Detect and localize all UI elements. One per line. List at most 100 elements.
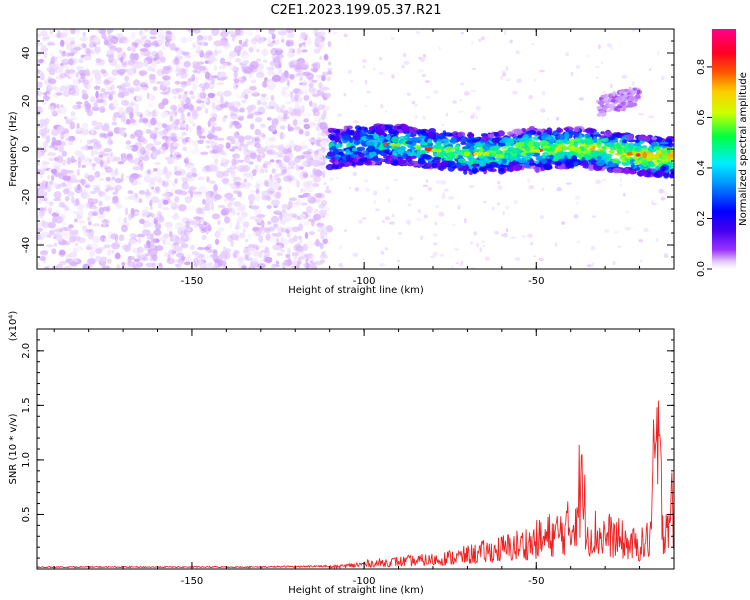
heatmap-cell (245, 238, 249, 243)
heatmap-cell (190, 95, 196, 100)
heatmap-cell (596, 105, 603, 110)
heatmap-cell (95, 90, 99, 99)
heatmap-cell (144, 59, 149, 68)
heatmap-cell (149, 206, 153, 210)
heatmap-cell (473, 231, 478, 236)
heatmap-cell (231, 210, 236, 215)
heatmap-cell (176, 252, 184, 258)
heatmap-cell (140, 86, 149, 91)
heatmap-cell (256, 146, 266, 154)
heatmap-cell (391, 136, 400, 143)
heatmap-cell (364, 160, 373, 166)
heatmap-cell (573, 214, 579, 219)
heatmap-cell (127, 46, 132, 52)
heatmap-cell (278, 172, 283, 176)
heatmap-cell (169, 236, 174, 243)
heatmap-cell (312, 102, 318, 109)
top-y-axis-label: Frequency (Hz) (8, 111, 19, 187)
heatmap-cell (327, 41, 332, 48)
heatmap-cell (563, 127, 570, 131)
heatmap-cell (210, 108, 218, 116)
heatmap-cell (220, 57, 226, 65)
heatmap-cell (78, 58, 84, 64)
heatmap-cell (303, 262, 311, 269)
heatmap-cell (121, 61, 128, 66)
heatmap-cell (261, 229, 266, 238)
heatmap-cell (539, 215, 544, 219)
heatmap-cell (251, 136, 257, 143)
heatmap-cell (513, 164, 522, 172)
heatmap-cell (107, 139, 113, 146)
heatmap-cell (265, 139, 274, 146)
heatmap-cell (533, 141, 541, 147)
heatmap-cell (351, 161, 356, 167)
heatmap-cell (471, 167, 478, 174)
heatmap-cell (223, 115, 228, 119)
heatmap-cell (116, 33, 124, 38)
heatmap-cell (256, 251, 265, 259)
heatmap-cell (609, 45, 613, 50)
heatmap-cell (175, 88, 184, 93)
heatmap-cell (54, 139, 62, 146)
heatmap-cell (189, 90, 194, 95)
heatmap-cell (260, 123, 266, 128)
heatmap-cell (249, 85, 257, 91)
heatmap-cell (276, 252, 283, 257)
heatmap-cell (333, 149, 339, 155)
heatmap-cell (150, 196, 160, 204)
heatmap-cell (248, 265, 256, 269)
heatmap-cell (148, 180, 155, 189)
heatmap-cell (296, 106, 303, 110)
heatmap-cell (151, 95, 156, 101)
heatmap-cell (503, 233, 508, 238)
heatmap-cell (41, 128, 50, 134)
heatmap-cell (238, 206, 244, 212)
heatmap-cell (206, 145, 211, 149)
heatmap-cell (69, 261, 78, 267)
heatmap-cell (261, 101, 268, 106)
heatmap-cell (476, 152, 483, 156)
heatmap-cell (42, 51, 48, 59)
heatmap-cell (37, 183, 44, 188)
heatmap-cell (124, 39, 131, 44)
heatmap-cell (187, 29, 196, 33)
heatmap-cell (322, 71, 329, 77)
heatmap-cell (299, 35, 305, 42)
heatmap-cell (500, 164, 510, 168)
heatmap-cell (275, 159, 282, 163)
heatmap-cell (120, 173, 124, 182)
heatmap-cell (72, 78, 79, 86)
heatmap-cell (528, 162, 537, 166)
heatmap-cell (326, 76, 331, 82)
heatmap-cell (128, 59, 136, 67)
heatmap-cell (97, 191, 106, 197)
heatmap-cell (311, 59, 317, 65)
heatmap-cell (186, 112, 191, 117)
heatmap-cell (517, 158, 527, 164)
colorbar-tick-label: 0.2 (696, 211, 707, 227)
heatmap-cell (188, 117, 194, 125)
heatmap-cell (625, 161, 631, 166)
heatmap-cell (134, 258, 140, 263)
heatmap-cell (321, 130, 328, 137)
heatmap-cell (341, 133, 351, 141)
heatmap-cell (620, 169, 631, 174)
heatmap-cell (283, 109, 289, 116)
heatmap-cell (614, 107, 619, 112)
heatmap-cell (37, 150, 42, 159)
heatmap-cell (343, 229, 348, 232)
heatmap-cell (170, 132, 177, 137)
heatmap-cell (93, 85, 101, 91)
heatmap-cell (275, 191, 282, 200)
heatmap-cell (316, 74, 320, 81)
heatmap-cell (294, 109, 304, 117)
heatmap-cell (191, 74, 196, 81)
heatmap-cell (297, 235, 303, 240)
heatmap-cell (657, 50, 660, 56)
heatmap-cell (167, 125, 171, 134)
heatmap-cell (549, 154, 554, 160)
heatmap-cell (452, 100, 457, 104)
heatmap-cell (250, 205, 260, 210)
heatmap-cell (325, 130, 330, 136)
heatmap-cell (179, 71, 188, 79)
